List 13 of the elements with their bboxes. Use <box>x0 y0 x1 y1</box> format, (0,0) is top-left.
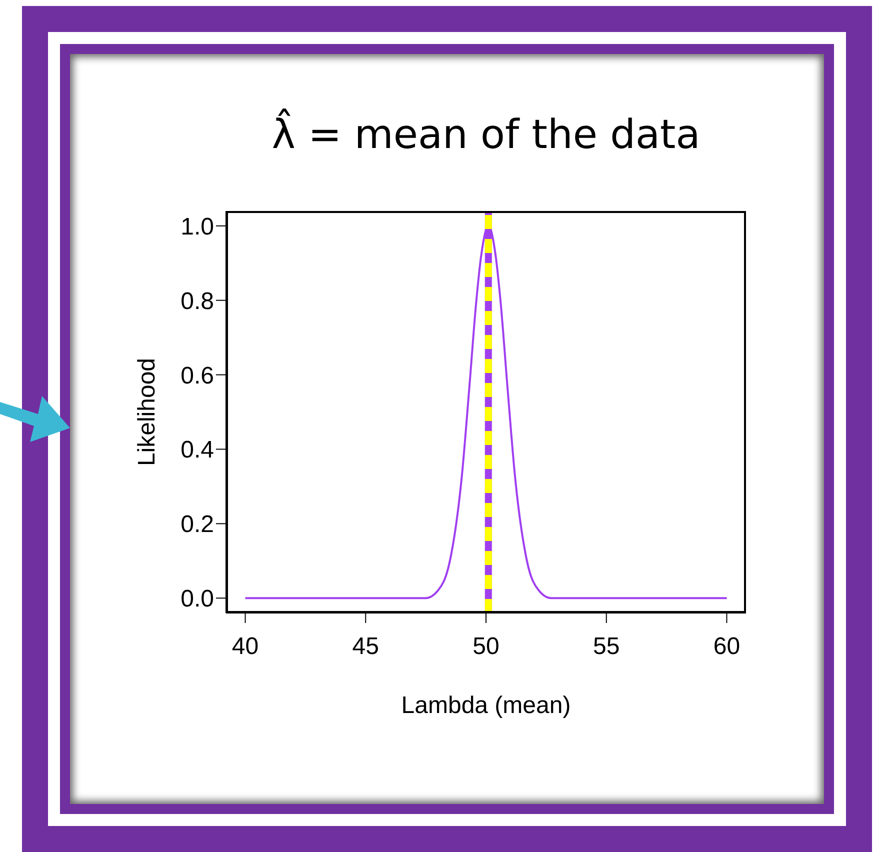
y-tick-label: 0.8 <box>180 288 214 315</box>
y-tick-label: 0.0 <box>180 586 214 613</box>
x-tick-label: 45 <box>352 633 379 660</box>
x-tick-label: 50 <box>472 633 500 660</box>
y-axis-title: Likelihood <box>134 358 161 466</box>
y-tick-label: 0.4 <box>180 436 214 464</box>
x-axis-title: Lambda (mean) <box>401 692 571 719</box>
x-tick-label: 60 <box>713 633 740 660</box>
y-tick-label: 0.6 <box>180 362 214 390</box>
y-tick-label: 0.2 <box>180 511 214 538</box>
y-tick-label: 1.0 <box>180 213 214 240</box>
x-tick-label: 55 <box>593 633 620 660</box>
x-tick-label: 40 <box>232 633 259 660</box>
